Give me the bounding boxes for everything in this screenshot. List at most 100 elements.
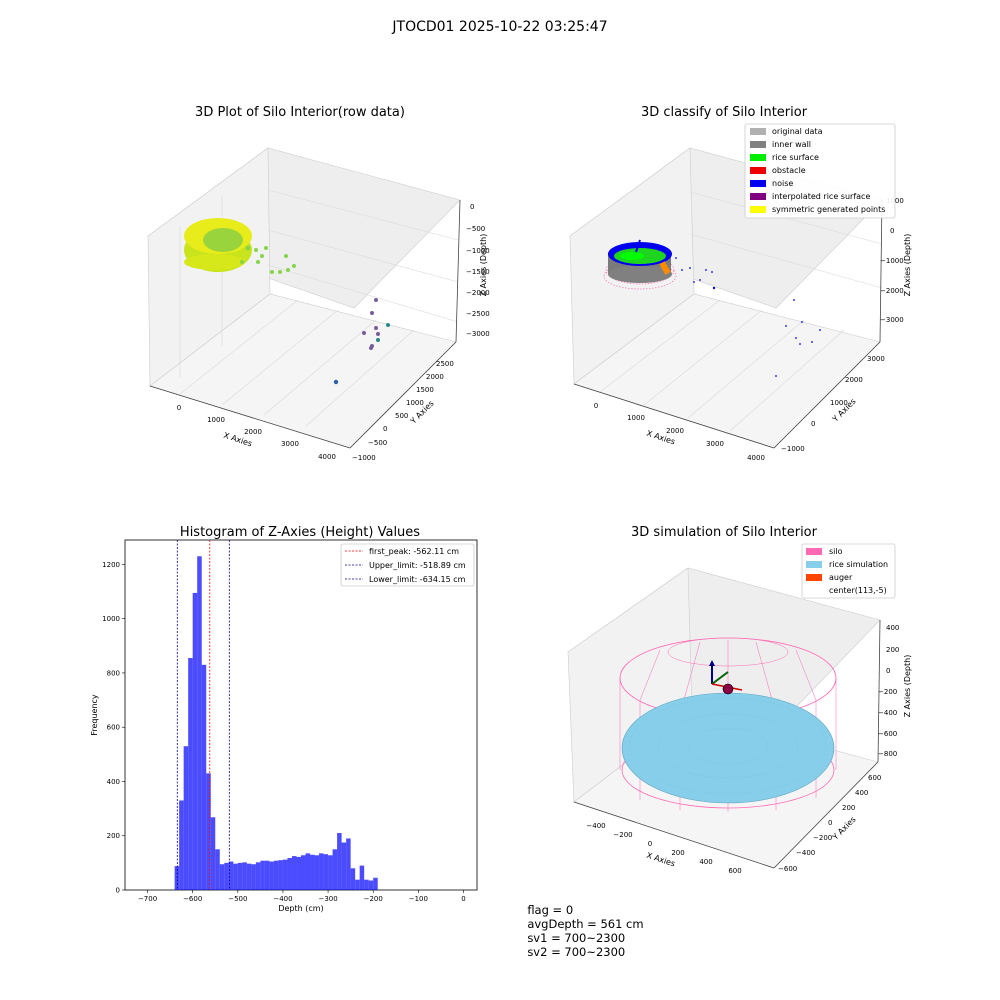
histogram-bar: [319, 853, 324, 890]
simulation-auger: [709, 660, 743, 695]
classify-z-axis-line: [879, 199, 883, 343]
y-tick-label: 1000: [102, 615, 120, 623]
legend-label: center(113,-5): [829, 586, 887, 595]
histogram-bar: [278, 860, 283, 890]
simulation-ztick: 200: [886, 646, 899, 654]
raw-scatter-blue: [333, 379, 339, 385]
legend-label: interpolated rice surface: [772, 192, 870, 201]
simulation-xtick: 0: [648, 840, 652, 848]
histogram-reference-lines: [176, 540, 230, 890]
legend-label: rice surface: [772, 153, 819, 162]
simulation-x-axis-line: [573, 801, 775, 869]
panel-classify-3d[interactable]: 3D classify of Silo Interior 0 1000 2000…: [569, 105, 912, 462]
x-tick-label: −600: [183, 895, 202, 903]
histogram-bar: [228, 861, 234, 890]
classify-title: 3D classify of Silo Interior: [641, 105, 808, 120]
histogram-bar: [282, 859, 288, 890]
flag-readout: flag = 0: [527, 903, 574, 917]
raw-ytick: 2500: [436, 360, 454, 368]
histogram-bar: [174, 866, 180, 890]
legend-label: original data: [772, 127, 823, 136]
raw-ztick: −2500: [466, 310, 490, 318]
simulation-ytick: 400: [855, 789, 868, 797]
classify-legend: original data inner wall rice surface ob…: [744, 123, 896, 219]
histogram-bar: [355, 879, 360, 890]
raw-ytick: 500: [395, 412, 408, 420]
raw-ytick: 0: [383, 425, 387, 433]
legend-label: inner wall: [772, 140, 811, 149]
classify-xtick: 2000: [666, 427, 684, 435]
status-footer: flag = 0 avgDepth = 561 cm sv1 = 700~230…: [520, 889, 650, 959]
classify-ztick: −1000: [880, 257, 904, 265]
panel-histogram[interactable]: Histogram of Z-Axies (Height) Values −70…: [90, 525, 478, 913]
classify-ytick: 2000: [845, 376, 863, 384]
legend-label-upper-limit: Upper_limit: -518.89 cm: [369, 561, 466, 570]
simulation-ztick: −400: [878, 709, 897, 717]
raw-xtick: 0: [177, 404, 181, 412]
histogram-bar: [273, 860, 279, 890]
histogram-bar: [233, 863, 238, 890]
histogram-bar: [287, 857, 292, 890]
histogram-bar: [215, 849, 220, 890]
legend-swatch: [750, 180, 766, 187]
simulation-ztick: −600: [878, 730, 897, 738]
simulation-zticks: 400 200 0 −200 −400 −600 −800: [878, 624, 899, 758]
simulation-title: 3D simulation of Silo Interior: [631, 525, 818, 540]
simulation-ytick: −600: [778, 865, 797, 873]
histogram-bar: [323, 854, 329, 890]
raw-point-cloud: [184, 218, 390, 385]
simulation-yticks: −600 −400 −200 0 200 400 600: [778, 774, 881, 873]
histogram-bar: [260, 860, 265, 890]
classify-ytick: 0: [811, 420, 815, 428]
histogram-bar: [251, 864, 256, 890]
simulation-ytick: 200: [842, 804, 855, 812]
legend-label-lower-limit: Lower_limit: -634.15 cm: [369, 575, 466, 584]
histogram-bar: [314, 855, 320, 890]
raw-xtick: 2000: [244, 428, 262, 436]
simulation-ztick: 0: [886, 667, 890, 675]
histogram-bar: [368, 880, 374, 890]
raw-xtick: 3000: [281, 440, 299, 448]
y-tick-label: 800: [107, 669, 120, 677]
histogram-bar: [296, 856, 301, 890]
avg-depth-readout: avgDepth = 561 cm: [527, 917, 644, 931]
raw-x-axis-line: [149, 385, 351, 449]
legend-swatch: [750, 193, 766, 200]
legend-swatch: [750, 206, 766, 213]
simulation-rice: [621, 692, 835, 804]
simulation-zlabel: Z Axies (Depth): [903, 655, 912, 718]
y-tick-label: 400: [107, 778, 120, 786]
raw-ring-bottom: [184, 254, 244, 270]
histogram-bar: [197, 556, 202, 890]
panel-raw-3d[interactable]: 3D Plot of Silo Interior(row data) 0 100…: [147, 105, 490, 462]
x-tick-label: −100: [409, 895, 428, 903]
raw-zlabel: Z Axies (Depth): [479, 234, 488, 297]
x-tick-label: −500: [228, 895, 247, 903]
legend-label: rice simulation: [829, 560, 888, 569]
figure-title: JTOCD01 2025-10-22 03:25:47: [391, 19, 607, 35]
classify-xtick: 1000: [627, 414, 645, 422]
histogram-bar: [359, 865, 365, 890]
raw-title: 3D Plot of Silo Interior(row data): [195, 105, 405, 120]
simulation-xtick: −200: [613, 831, 632, 839]
histogram-legend: first_peak: -562.11 cm Upper_limit: -518…: [340, 543, 475, 587]
histogram-bar: [255, 862, 261, 890]
histogram-bar: [310, 854, 315, 890]
raw-scatter-green: [240, 245, 296, 274]
classify-ztick: 0: [890, 227, 894, 235]
raw-ztick: −2000: [466, 289, 490, 297]
legend-label: obstacle: [772, 166, 806, 175]
legend-swatch: [750, 141, 766, 148]
classify-xtick: 4000: [747, 454, 765, 462]
histogram-bar: [219, 864, 225, 890]
histogram-bar: [341, 842, 347, 890]
histogram-bar: [291, 856, 297, 890]
raw-ring-inner: [203, 228, 243, 252]
y-tick-label: 200: [107, 832, 120, 840]
legend-swatch: [806, 574, 822, 581]
classify-y-axis-line: [773, 341, 881, 449]
raw-ytick: 1500: [416, 386, 434, 394]
legend-label: noise: [772, 179, 793, 188]
panel-simulation-3d[interactable]: 3D simulation of Silo Interior −400 −200…: [567, 525, 912, 875]
simulation-ytick: −400: [796, 849, 815, 857]
